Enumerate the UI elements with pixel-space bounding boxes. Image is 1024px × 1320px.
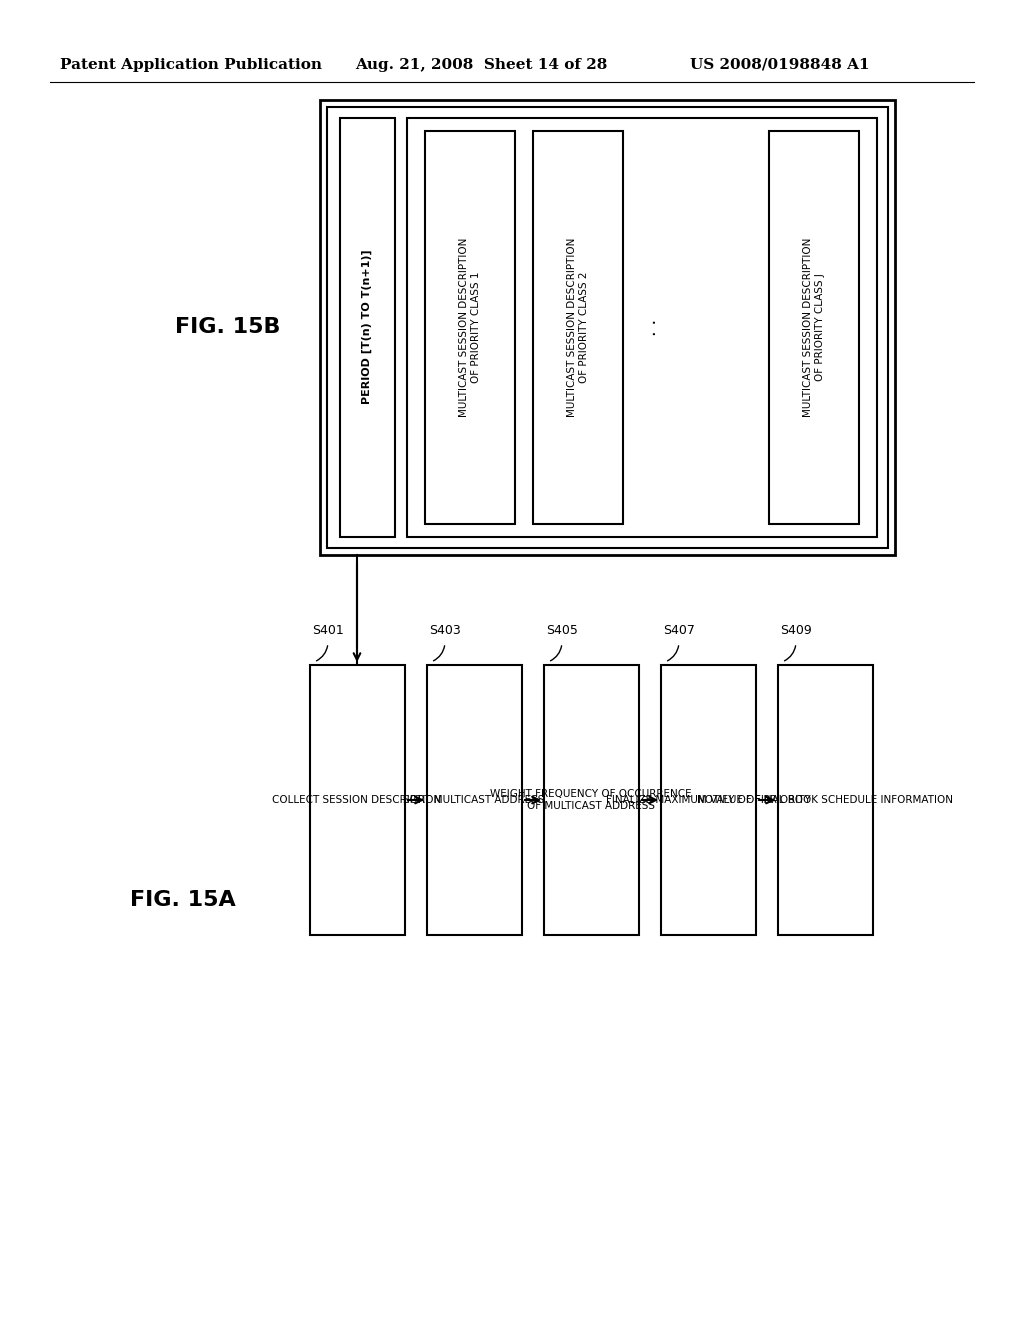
Text: US 2008/0198848 A1: US 2008/0198848 A1 xyxy=(690,58,869,73)
Text: S407: S407 xyxy=(663,624,695,638)
Bar xyxy=(544,665,639,935)
Text: FIG. 15A: FIG. 15A xyxy=(130,890,236,909)
Bar xyxy=(778,665,873,935)
Bar xyxy=(769,131,859,524)
Text: MULTICAST SESSION DESCRIPTION
OF PRIORITY CLASS 2: MULTICAST SESSION DESCRIPTION OF PRIORIT… xyxy=(567,238,589,417)
Text: PERIOD [T(n) TO T(n+1)]: PERIOD [T(n) TO T(n+1)] xyxy=(361,249,372,404)
Text: S403: S403 xyxy=(429,624,461,638)
Text: SORT MULTICAST ADDRESS: SORT MULTICAST ADDRESS xyxy=(403,795,545,805)
Bar xyxy=(427,665,522,935)
Text: MULTICAST SESSION DESCRIPTION
OF PRIORITY CLASS J: MULTICAST SESSION DESCRIPTION OF PRIORIT… xyxy=(803,238,824,417)
Text: COLLECT SESSION DESCRIPTION: COLLECT SESSION DESCRIPTION xyxy=(272,795,441,805)
Bar xyxy=(310,665,406,935)
Text: WEIGHT FREQUENCY OF OCCURRENCE
OF MULTICAST ADDRESS: WEIGHT FREQUENCY OF OCCURRENCE OF MULTIC… xyxy=(490,789,692,810)
Text: FINALIZE MAXIMUM VALUE OF PRIORITY: FINALIZE MAXIMUM VALUE OF PRIORITY xyxy=(605,795,810,805)
Text: S405: S405 xyxy=(546,624,578,638)
Text: NOTIFY OF FINAL BOOK SCHEDULE INFORMATION: NOTIFY OF FINAL BOOK SCHEDULE INFORMATIO… xyxy=(697,795,953,805)
Bar xyxy=(425,131,515,524)
Text: S401: S401 xyxy=(312,624,344,638)
Text: Aug. 21, 2008  Sheet 14 of 28: Aug. 21, 2008 Sheet 14 of 28 xyxy=(355,58,607,73)
Text: . .: . . xyxy=(642,318,660,335)
Bar xyxy=(319,100,895,554)
Text: S409: S409 xyxy=(780,624,812,638)
Text: MULTICAST SESSION DESCRIPTION
OF PRIORITY CLASS 1: MULTICAST SESSION DESCRIPTION OF PRIORIT… xyxy=(459,238,481,417)
Bar xyxy=(340,117,395,537)
Bar xyxy=(534,131,623,524)
Text: FIG. 15B: FIG. 15B xyxy=(175,317,281,337)
Bar xyxy=(407,117,877,537)
Text: Patent Application Publication: Patent Application Publication xyxy=(60,58,322,73)
Bar xyxy=(327,107,888,548)
Bar xyxy=(662,665,756,935)
